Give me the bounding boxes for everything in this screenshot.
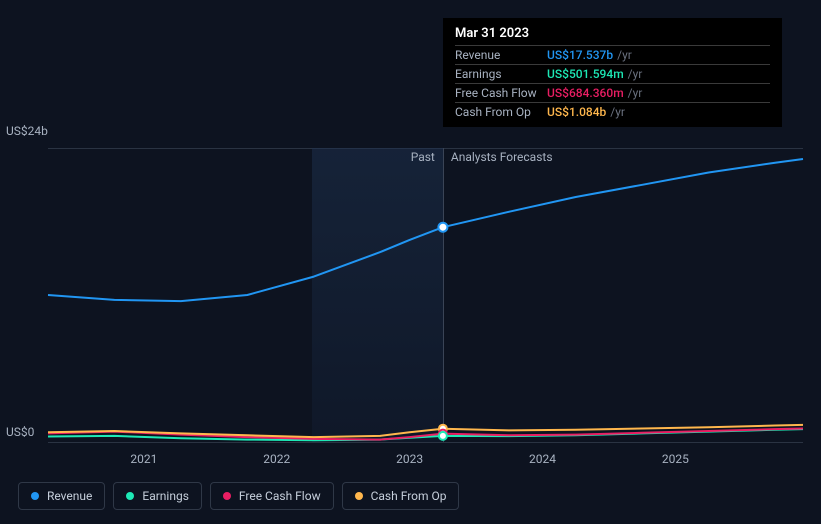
tooltip-row-label: Free Cash Flow	[455, 86, 547, 100]
x-axis-tick: 2021	[130, 452, 157, 466]
x-axis-tick: 2024	[529, 452, 556, 466]
tooltip-row: EarningsUS$501.594m /yr	[455, 64, 770, 83]
legend-label: Earnings	[142, 489, 189, 503]
legend-label: Free Cash Flow	[239, 489, 321, 503]
legend-item-revenue[interactable]: Revenue	[18, 482, 105, 510]
x-axis-tick: 2022	[263, 452, 290, 466]
legend-item-cfo[interactable]: Cash From Op	[342, 482, 460, 510]
tooltip-date: Mar 31 2023	[455, 26, 770, 41]
x-axis-tick: 2025	[662, 452, 689, 466]
tooltip-row-label: Cash From Op	[455, 105, 547, 119]
legend: Revenue Earnings Free Cash Flow Cash From O…	[18, 482, 459, 510]
legend-item-earnings[interactable]: Earnings	[113, 482, 202, 510]
tooltip-row-label: Revenue	[455, 48, 547, 62]
legend-dot-icon	[223, 492, 231, 500]
tooltip-row-label: Earnings	[455, 67, 547, 81]
legend-item-fcf[interactable]: Free Cash Flow	[210, 482, 334, 510]
legend-dot-icon	[126, 492, 134, 500]
y-axis-min-label: US$0	[6, 425, 34, 439]
tooltip-row-value: US$17.537b	[547, 48, 613, 62]
legend-label: Cash From Op	[371, 489, 447, 503]
legend-dot-icon	[31, 492, 39, 500]
tooltip-row-unit: /yr	[628, 86, 643, 100]
y-axis-max-label: US$24b	[6, 124, 48, 138]
chart-svg	[48, 148, 803, 442]
tooltip-row-unit: /yr	[610, 105, 625, 119]
tooltip-row-unit: /yr	[628, 67, 643, 81]
tooltip-row: Free Cash FlowUS$684.360m /yr	[455, 83, 770, 102]
tooltip-row: Cash From OpUS$1.084b /yr	[455, 102, 770, 121]
tooltip-row-value: US$1.084b	[547, 105, 606, 119]
tooltip-row-unit: /yr	[617, 48, 632, 62]
tooltip: Mar 31 2023 RevenueUS$17.537b /yrEarning…	[443, 18, 782, 127]
legend-label: Revenue	[47, 489, 92, 503]
marker-revenue	[438, 223, 447, 232]
marker-earnings	[439, 432, 447, 440]
tooltip-row-value: US$684.360m	[547, 86, 624, 100]
legend-dot-icon	[355, 492, 363, 500]
x-axis-tick: 2023	[396, 452, 423, 466]
gridline-bottom	[48, 442, 803, 443]
tooltip-row: RevenueUS$17.537b /yr	[455, 45, 770, 64]
series-revenue	[48, 159, 803, 301]
tooltip-row-value: US$501.594m	[547, 67, 624, 81]
